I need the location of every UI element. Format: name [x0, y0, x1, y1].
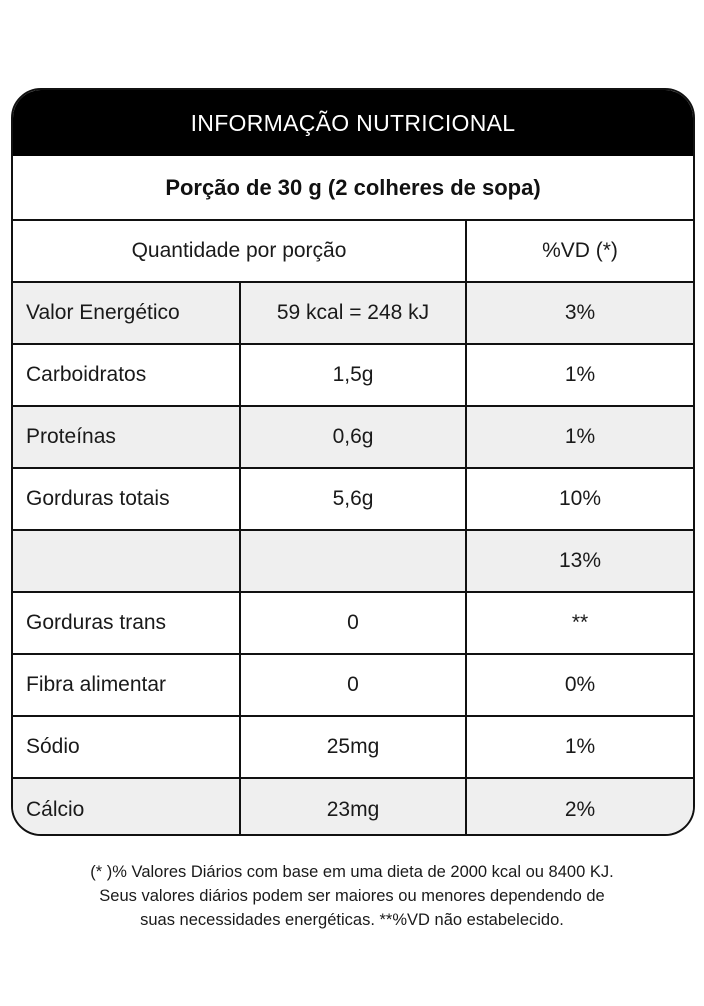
- footnote-line: (* )% Valores Diários com base em uma di…: [90, 863, 614, 881]
- nutrient-daily-value: 2%: [564, 797, 596, 821]
- nutrient-daily-value: 10%: [558, 487, 602, 510]
- table-row: Carboidratos 1,5g 1%: [13, 345, 693, 407]
- nutrition-facts-table: INFORMAÇÃO NUTRICIONAL Porção de 30 g (2…: [11, 88, 695, 836]
- table-row: Sódio 25mg 1%: [13, 717, 693, 779]
- table-row: 13%: [13, 531, 693, 593]
- column-header-row: Quantidade por porção %VD (*): [13, 221, 693, 283]
- nutrient-name: Proteínas: [13, 407, 241, 467]
- table-title: INFORMAÇÃO NUTRICIONAL: [13, 90, 693, 156]
- nutrient-quantity: 5,6g: [241, 469, 467, 529]
- nutrient-daily-value: 1%: [564, 425, 596, 448]
- table-row: Gorduras trans 0 **: [13, 593, 693, 655]
- nutrient-name: Valor Energético: [13, 283, 241, 343]
- nutrient-daily-value: 3%: [564, 301, 596, 324]
- nutrient-quantity: 59 kcal = 248 kJ: [241, 283, 467, 343]
- table-row: Gorduras totais 5,6g 10%: [13, 469, 693, 531]
- table-row: Valor Energético 59 kcal = 248 kJ 3%: [13, 283, 693, 345]
- table-row: Fibra alimentar 0 0%: [13, 655, 693, 717]
- nutrient-quantity: 23mg: [241, 779, 467, 834]
- nutrient-quantity: 0,6g: [241, 407, 467, 467]
- nutrient-name: Carboidratos: [13, 345, 241, 405]
- daily-value-column-header: %VD (*): [542, 239, 618, 262]
- nutrient-name: Sódio: [13, 717, 241, 777]
- nutrient-name: [13, 531, 241, 591]
- footnote-line: Seus valores diários podem ser maiores o…: [99, 887, 605, 905]
- nutrient-daily-value: **: [571, 611, 589, 634]
- footnote: (* )% Valores Diários com base em uma di…: [30, 860, 674, 932]
- footnote-line: suas necessidades energéticas. **%VD não…: [140, 911, 564, 929]
- nutrient-quantity: 0: [241, 593, 467, 653]
- quantity-column-header: Quantidade por porção: [13, 221, 467, 281]
- nutrient-name: Cálcio: [13, 779, 241, 834]
- table-row: Proteínas 0,6g 1%: [13, 407, 693, 469]
- table-row: Cálcio 23mg 2%: [13, 779, 693, 834]
- nutrient-name: Gorduras totais: [13, 469, 241, 529]
- nutrient-name: Gorduras trans: [13, 593, 241, 653]
- nutrient-daily-value: 1%: [564, 735, 596, 758]
- nutrient-quantity: 0: [241, 655, 467, 715]
- nutrient-quantity: 1,5g: [241, 345, 467, 405]
- nutrient-daily-value: 0%: [564, 673, 596, 696]
- nutrient-daily-value: 13%: [558, 549, 602, 572]
- nutrient-name: Fibra alimentar: [13, 655, 241, 715]
- nutrient-quantity: 25mg: [241, 717, 467, 777]
- nutrient-daily-value: 1%: [564, 363, 596, 386]
- nutrient-quantity: [241, 531, 467, 591]
- serving-size: Porção de 30 g (2 colheres de sopa): [13, 156, 693, 221]
